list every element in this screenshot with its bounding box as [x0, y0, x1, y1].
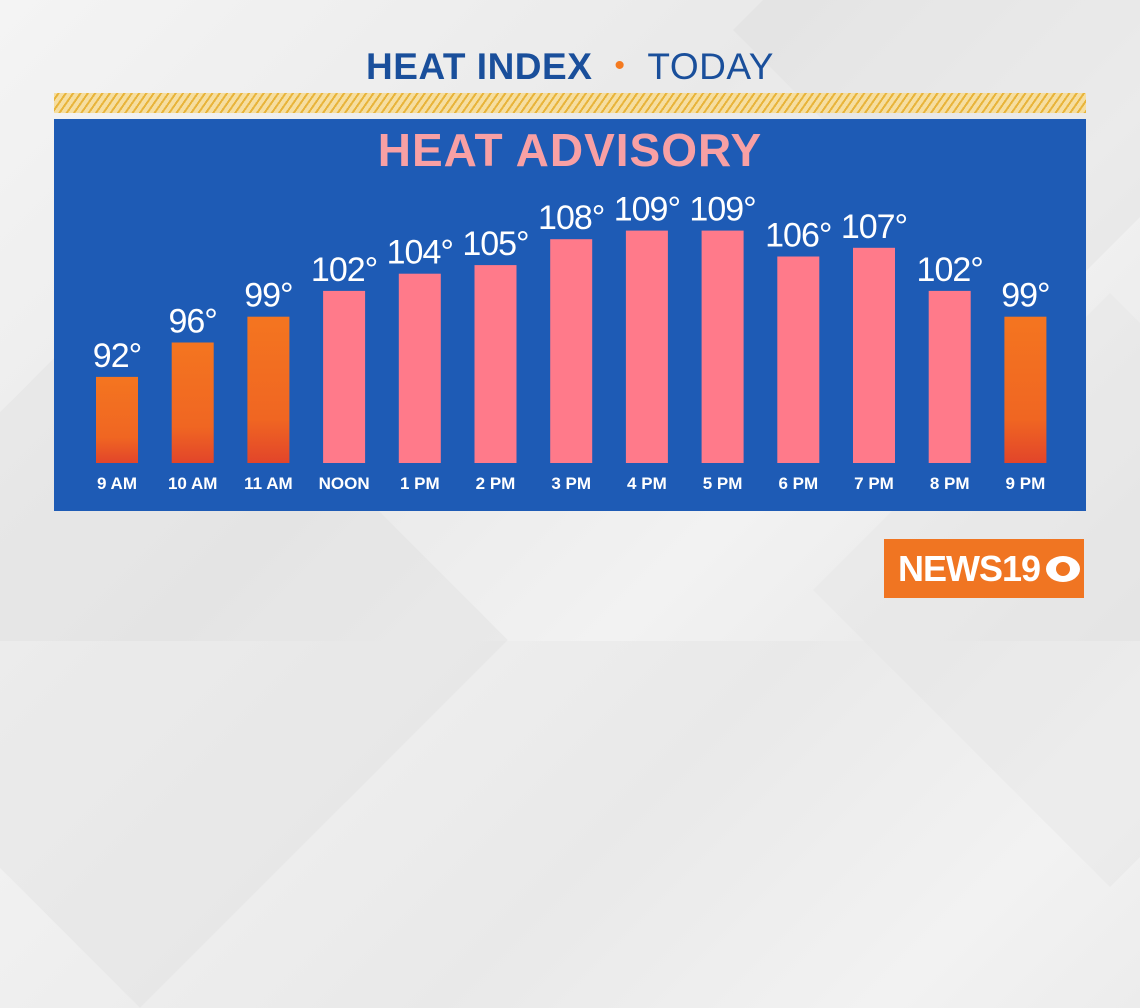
bar-9-am: [96, 376, 138, 463]
category-label: NOON: [319, 474, 370, 493]
bar-value-label: 102°: [311, 251, 377, 289]
hatched-divider: [54, 93, 1086, 113]
bar-value-label: 105°: [462, 225, 528, 263]
bar-value-label: 109°: [614, 191, 680, 229]
heat-index-bar-chart: 92° 96° 99° 102° 104° 105° 108° 109° 109° 106° 107…: [93, 191, 1051, 493]
bar-3-pm: [550, 239, 593, 463]
bar-1-pm: [398, 273, 441, 463]
category-label: 4 PM: [627, 474, 667, 493]
bar-9-pm: [1004, 316, 1047, 463]
title-heat-index: HEAT INDEX: [366, 46, 593, 87]
bar-value-label: 99°: [244, 277, 292, 315]
title-today: TODAY: [647, 46, 774, 87]
bar-value-label: 99°: [1001, 277, 1049, 315]
category-label: 11 AM: [244, 474, 293, 493]
bar-value-label: 102°: [917, 251, 983, 289]
bar-10-am: [171, 342, 214, 463]
bar-6-pm: [777, 256, 820, 463]
bar-11-am: [247, 316, 290, 463]
category-label: 2 PM: [476, 474, 516, 493]
chart-title: HEAT INDEX • TODAY: [0, 44, 1140, 93]
category-label: 3 PM: [551, 474, 591, 493]
bar-value-label: 108°: [538, 199, 604, 237]
bar-value-label: 104°: [387, 234, 453, 272]
category-label: 5 PM: [703, 474, 743, 493]
category-label: 1 PM: [400, 474, 440, 493]
bar-value-label: 96°: [168, 303, 216, 341]
bar-5-pm: [701, 230, 744, 463]
heat-advisory-banner: HEAT ADVISORY: [377, 124, 763, 176]
category-label: 9 AM: [97, 474, 137, 493]
category-label: 9 PM: [1006, 474, 1046, 493]
bar-value-label: 92°: [93, 337, 141, 375]
category-label: 6 PM: [778, 474, 818, 493]
bar-value-label: 109°: [689, 191, 755, 229]
bar-7-pm: [853, 247, 895, 463]
title-separator-dot: •: [614, 49, 626, 82]
category-label: 7 PM: [854, 474, 894, 493]
bar-value-label: 106°: [765, 217, 831, 255]
category-label: 8 PM: [930, 474, 970, 493]
bar-2-pm: [474, 265, 517, 463]
bar-value-label: 107°: [841, 208, 907, 246]
bar-noon: [323, 290, 366, 463]
category-label: 10 AM: [168, 474, 217, 493]
news19-logo: NEWS19: [884, 539, 1084, 598]
news19-logo-text: NEWS19: [898, 547, 1041, 589]
cbs-eye-icon: [1046, 555, 1081, 582]
bar-4-pm: [625, 230, 668, 463]
bar-8-pm: [928, 290, 971, 463]
